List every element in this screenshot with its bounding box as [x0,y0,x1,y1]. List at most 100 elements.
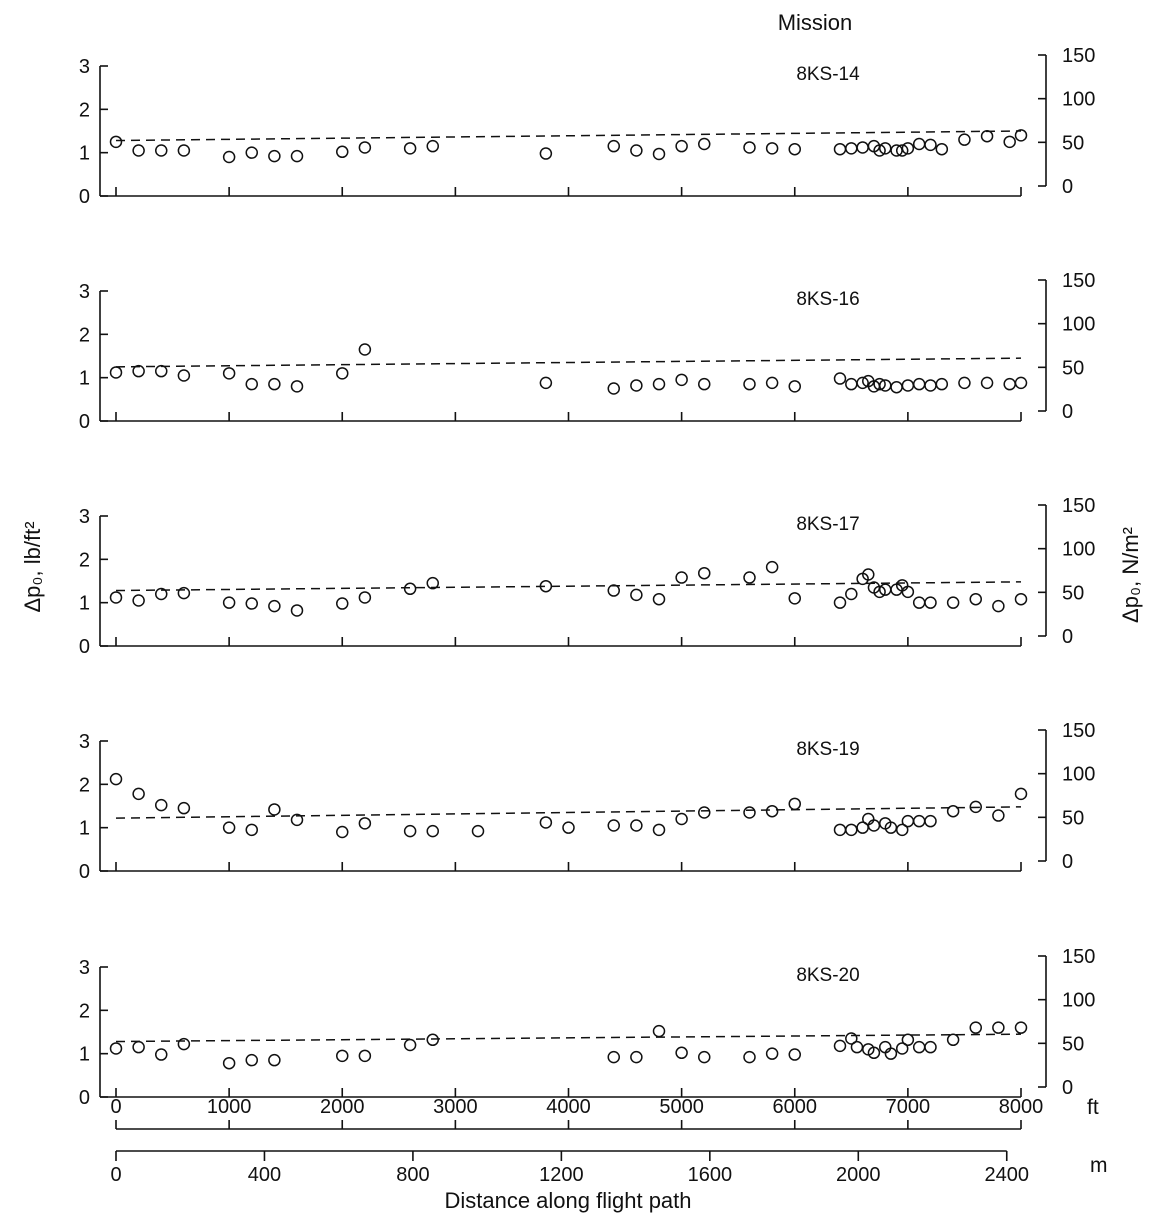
mission-label: 8KS-20 [796,965,859,986]
data-point [336,597,349,610]
m-tick-label: 1600 [688,1164,733,1186]
data-point [980,129,994,143]
data-point [924,814,937,828]
data-point [924,379,937,392]
data-point [946,804,960,818]
mission-header: Mission [778,10,853,35]
data-point [109,366,123,379]
left-tick-label: 1 [79,1044,90,1066]
left-tick-label: 0 [79,186,90,208]
data-point [222,1056,236,1070]
ft-tick-label: 3000 [433,1096,478,1118]
data-point [788,380,801,393]
data-point [109,135,123,149]
data-point [155,798,168,812]
data-point [890,380,903,394]
data-point [675,1046,688,1060]
right-tick-label: 50 [1062,807,1084,829]
data-point [245,146,258,159]
left-tick-label: 3 [79,506,90,528]
data-point [912,137,926,151]
data-point [901,814,915,828]
data-point [290,380,304,393]
data-point [109,1042,123,1055]
panel-3: 0 1 2 3 0 50 100 150 8KS-17 [79,495,1096,658]
left-tick-label: 3 [79,957,90,979]
m-tick-label: 400 [248,1164,281,1186]
data-point [912,814,926,828]
data-point [873,144,886,157]
data-point [1003,377,1016,391]
data-point [109,591,123,604]
y-axis-label-left: Δp₀, lb/ft² [20,521,45,612]
left-tick-label: 2 [79,774,90,796]
data-point [155,364,168,378]
data-point [155,1048,168,1061]
ft-tick-label: 8000 [999,1096,1044,1118]
left-tick-label: 2 [79,99,90,121]
data-point [358,817,372,830]
data-point [946,596,960,609]
data-point [765,142,779,155]
data-point [426,139,439,153]
data-point [652,823,666,837]
data-point [222,150,236,164]
data-point [290,604,304,617]
data-point [245,823,258,837]
data-point [992,599,1005,613]
data-point [788,592,801,605]
m-tick-label: 1200 [539,1164,584,1186]
right-tick-label: 100 [1062,89,1095,111]
data-point [935,377,949,391]
data-point [698,137,711,151]
data-point [177,144,191,157]
left-tick-label: 2 [79,549,90,571]
data-point [268,149,281,163]
right-tick-label: 150 [1062,946,1095,968]
data-point [630,379,643,392]
data-point [471,824,485,838]
data-point [1014,787,1028,801]
right-tick-label: 150 [1062,720,1095,742]
right-tick-label: 150 [1062,270,1095,292]
panel-1: 0 1 2 3 0 50 100 150 8KS-14 [79,45,1096,208]
data-point [132,594,145,607]
data-point [607,382,620,395]
data-point [290,813,304,827]
data-point [845,1032,858,1045]
data-point [607,139,620,153]
data-point [845,142,858,155]
data-point [788,142,801,156]
data-point [980,376,994,390]
data-point [675,139,688,153]
data-point [290,149,304,163]
right-tick-label: 150 [1062,495,1095,517]
data-point [336,1049,349,1063]
data-point [358,343,372,356]
m-unit-label: m [1090,1154,1108,1177]
data-point [895,823,909,837]
data-point [1014,592,1028,606]
data-point [833,1039,847,1053]
data-point [895,1042,909,1055]
ft-tick-label: 2000 [320,1096,365,1118]
data-point [562,821,575,834]
mission-label: 8KS-16 [796,289,859,310]
data-point [884,1047,898,1060]
right-tick-label: 100 [1062,539,1095,561]
left-tick-label: 3 [79,731,90,753]
data-point [336,145,349,159]
data-point [132,364,145,378]
data-point [403,1038,417,1052]
right-tick-label: 0 [1062,1077,1073,1099]
data-point [924,138,937,152]
m-tick-label: 0 [110,1164,121,1186]
data-point [607,819,620,832]
left-tick-label: 0 [79,1087,90,1109]
left-tick-label: 1 [79,143,90,165]
data-point [358,1049,372,1063]
data-point [765,1047,779,1060]
data-point [698,377,711,391]
data-point [630,1050,643,1064]
